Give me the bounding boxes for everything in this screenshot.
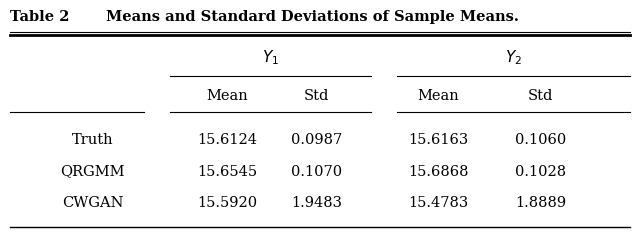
Text: 0.1070: 0.1070 xyxy=(291,165,342,179)
Text: $Y_1$: $Y_1$ xyxy=(262,48,279,67)
Text: Mean: Mean xyxy=(206,89,248,103)
Text: 0.0987: 0.0987 xyxy=(291,133,342,147)
Text: QRGMM: QRGMM xyxy=(61,165,125,179)
Text: Std: Std xyxy=(528,89,554,103)
Text: 0.1060: 0.1060 xyxy=(515,133,566,147)
Text: 15.4783: 15.4783 xyxy=(408,196,468,210)
Text: 15.6545: 15.6545 xyxy=(197,165,257,179)
Text: Means and Standard Deviations of Sample Means.: Means and Standard Deviations of Sample … xyxy=(106,10,518,24)
Text: 15.6868: 15.6868 xyxy=(408,165,468,179)
Text: Table 2: Table 2 xyxy=(10,10,69,24)
Text: Mean: Mean xyxy=(417,89,460,103)
Text: 15.6124: 15.6124 xyxy=(197,133,257,147)
Text: 15.5920: 15.5920 xyxy=(197,196,257,210)
Text: 1.9483: 1.9483 xyxy=(291,196,342,210)
Text: 15.6163: 15.6163 xyxy=(408,133,468,147)
Text: Std: Std xyxy=(304,89,330,103)
Text: $Y_2$: $Y_2$ xyxy=(505,48,522,67)
Text: Truth: Truth xyxy=(72,133,114,147)
Text: 1.8889: 1.8889 xyxy=(515,196,566,210)
Text: 0.1028: 0.1028 xyxy=(515,165,566,179)
Text: CWGAN: CWGAN xyxy=(62,196,124,210)
